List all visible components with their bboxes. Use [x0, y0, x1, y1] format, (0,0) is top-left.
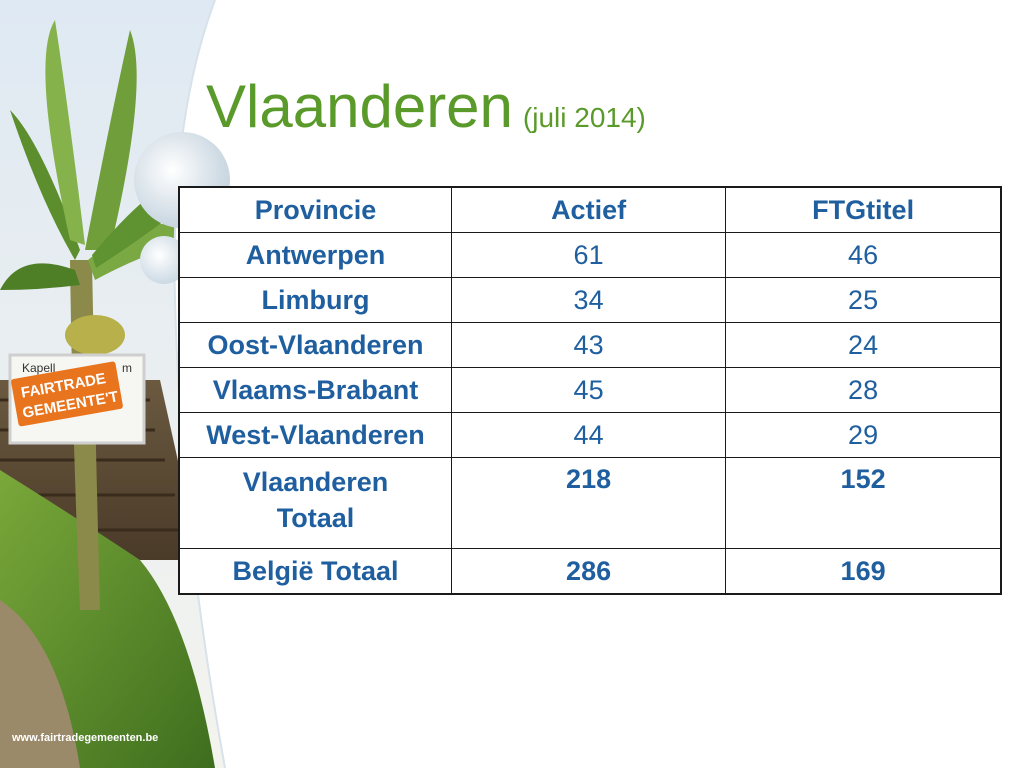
table-row: Vlaams-Brabant 45 28: [178, 367, 1002, 413]
cell-actief: 286: [450, 548, 727, 595]
cell-actief: 45: [450, 367, 727, 413]
cell-actief: 43: [450, 322, 727, 368]
cell-ftgtitel: 29: [725, 412, 1002, 458]
table-row: West-Vlaanderen 44 29: [178, 412, 1002, 458]
table-header-row: Provincie Actief FTGtitel: [178, 186, 1002, 233]
table-row: Antwerpen 61 46: [178, 232, 1002, 278]
header-provincie: Provincie: [178, 186, 452, 233]
cell-ftgtitel: 28: [725, 367, 1002, 413]
cell-ftgtitel: 169: [725, 548, 1002, 595]
title-subtitle: (juli 2014): [522, 102, 646, 133]
title-main: Vlaanderen: [206, 73, 513, 140]
cell-provincie: West-Vlaanderen: [178, 412, 452, 458]
sign-text-right: m: [122, 361, 132, 375]
cell-actief: 44: [450, 412, 727, 458]
cell-provincie: Limburg: [178, 277, 452, 323]
cell-provincie: Antwerpen: [178, 232, 452, 278]
province-table: Provincie Actief FTGtitel Antwerpen 61 4…: [178, 186, 1002, 595]
cell-provincie: Oost-Vlaanderen: [178, 322, 452, 368]
cell-ftgtitel: 46: [725, 232, 1002, 278]
cell-actief: 61: [450, 232, 727, 278]
sign-text: Kapell: [22, 361, 55, 375]
header-ftgtitel: FTGtitel: [725, 186, 1002, 233]
header-actief: Actief: [450, 186, 727, 233]
total-label-line1: Vlaanderen: [242, 467, 389, 497]
cell-provincie: België Totaal: [178, 548, 452, 595]
table-row-total-belgie: België Totaal 286 169: [178, 548, 1002, 595]
cell-provincie: Vlaams-Brabant: [178, 367, 452, 413]
table-row: Oost-Vlaanderen 43 24: [178, 322, 1002, 368]
cell-ftgtitel: 25: [725, 277, 1002, 323]
fairtrade-badge: FAIRTRADE GEMEENTE'T: [11, 361, 123, 427]
table-row: Limburg 34 25: [178, 277, 1002, 323]
cell-actief: 34: [450, 277, 727, 323]
total-label-line2: Totaal: [276, 503, 355, 533]
cell-ftgtitel: 24: [725, 322, 1002, 368]
slide-title: Vlaanderen (juli 2014): [206, 72, 646, 142]
website-text: www.fairtradegemeenten.be: [11, 732, 158, 744]
cell-ftgtitel: 152: [725, 457, 1002, 549]
cell-actief: 218: [450, 457, 727, 549]
table-row-total-vlaanderen: Vlaanderen Totaal 218 152: [178, 457, 1002, 549]
cell-provincie: Vlaanderen Totaal: [178, 457, 452, 549]
